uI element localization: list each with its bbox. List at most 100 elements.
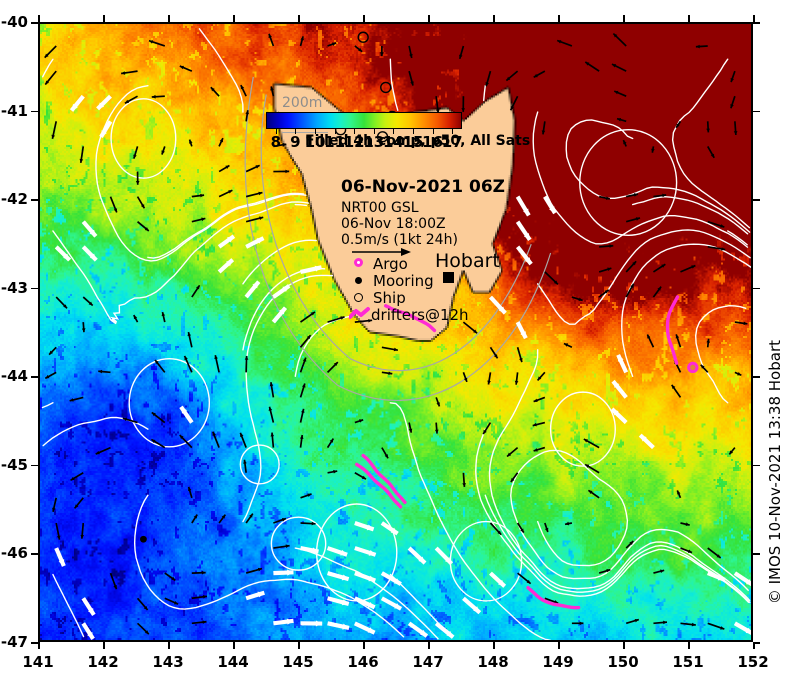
current-arrowhead [585, 61, 590, 66]
streamline [475, 428, 750, 603]
x-tick [38, 642, 40, 649]
current-arrowhead [563, 343, 569, 347]
current-arrowhead [282, 285, 290, 292]
current-arrowhead [520, 528, 524, 533]
colorbar-tick-label: 15 [402, 133, 424, 151]
current-arrowhead [240, 432, 244, 437]
current-arrowhead [151, 439, 156, 444]
current-arrowhead [604, 289, 609, 294]
bathymetry-1000m [244, 76, 552, 401]
current-arrowhead [366, 524, 374, 531]
current-arrowhead [520, 331, 526, 339]
current-arrowhead [74, 504, 79, 509]
current-arrowhead [124, 99, 129, 104]
current-arrowhead [618, 354, 624, 362]
colorbar-tick [432, 129, 434, 134]
current-arrowhead [745, 579, 751, 585]
current-arrowhead [607, 267, 612, 272]
current-arrowhead [524, 257, 532, 265]
y-tick-label: -45 [0, 455, 28, 474]
streamline [694, 305, 747, 404]
y-tick-right [753, 642, 760, 644]
currents-vector-layer [41, 28, 751, 640]
current-arrowhead [144, 227, 149, 231]
x-tick-top [688, 15, 690, 22]
y-tick-label: -41 [0, 101, 28, 120]
x-tick-label: 144 [217, 653, 249, 671]
current-arrowhead [300, 36, 304, 41]
x-tick [103, 642, 105, 649]
x-tick-top [38, 15, 40, 22]
current-arrowhead [228, 190, 233, 194]
x-tick-top [753, 15, 755, 22]
x-tick-top [298, 15, 300, 22]
current-arrowhead [184, 355, 188, 361]
current-arrowhead [633, 193, 638, 197]
current-arrowhead [629, 540, 634, 545]
current-arrowhead [268, 33, 272, 39]
streamline [242, 239, 317, 285]
colorbar-tick-label: 16 [422, 133, 444, 151]
colorbar-tick [393, 129, 395, 134]
current-arrowhead [498, 579, 505, 587]
current-arrowhead [651, 148, 655, 153]
current-arrowhead [462, 483, 466, 487]
current-arrowhead [445, 557, 452, 564]
streamline [294, 203, 307, 207]
current-arrowhead [173, 600, 179, 605]
colorbar-tick [354, 129, 356, 134]
current-arrowhead [526, 579, 531, 584]
current-arrowhead [245, 110, 250, 115]
current-arrowhead [380, 52, 384, 57]
current-arrowhead [358, 47, 363, 52]
drifter-track-marker [349, 307, 370, 319]
current-arrowhead [473, 606, 480, 613]
current-arrowhead [249, 513, 253, 518]
current-arrowhead [89, 229, 96, 237]
current-arrowhead [473, 329, 478, 334]
current-arrowhead [745, 627, 751, 634]
current-arrowhead [661, 264, 666, 268]
current-arrowhead [523, 233, 530, 240]
current-arrowhead [155, 360, 159, 365]
ship-observation-marker [357, 31, 369, 43]
current-arrowhead [89, 253, 97, 261]
current-arrowhead [663, 620, 667, 625]
current-arrowhead [519, 358, 523, 363]
current-arrowhead [541, 130, 546, 135]
current-arrowhead [71, 103, 78, 111]
current-arrowhead [677, 490, 681, 495]
current-arrowhead [721, 247, 726, 251]
current-arrowhead [187, 332, 192, 337]
current-arrowhead [436, 402, 440, 407]
current-arrowhead [368, 318, 373, 323]
date-title: 06-Nov-2021 06Z [341, 177, 505, 197]
y-tick-label: -44 [0, 367, 28, 386]
current-arrowhead [49, 350, 54, 355]
current-arrowhead [578, 297, 583, 302]
x-tick [753, 642, 755, 649]
current-arrowhead [45, 374, 50, 379]
current-arrowhead [44, 53, 49, 58]
current-arrowhead [52, 507, 56, 512]
current-time-line: 06-Nov 18:00Z [341, 216, 446, 232]
current-arrowhead [80, 534, 85, 539]
current-arrowhead [367, 601, 375, 608]
x-tick-label: 149 [542, 653, 574, 671]
y-tick [31, 376, 38, 378]
current-arrowhead [483, 429, 487, 435]
current-arrowhead [281, 518, 287, 522]
current-arrowhead [193, 514, 198, 519]
y-tick-label: -42 [0, 190, 28, 209]
current-arrowhead [244, 355, 249, 360]
x-tick [558, 642, 560, 649]
y-tick [31, 464, 38, 467]
current-arrowhead [553, 280, 558, 285]
current-arrowhead [87, 631, 94, 639]
current-arrowhead [565, 521, 570, 526]
current-arrowhead [394, 578, 401, 585]
current-arrowhead [113, 208, 118, 213]
current-arrowhead [257, 567, 263, 572]
current-arrowhead [143, 606, 148, 611]
current-arrowhead [171, 576, 176, 581]
